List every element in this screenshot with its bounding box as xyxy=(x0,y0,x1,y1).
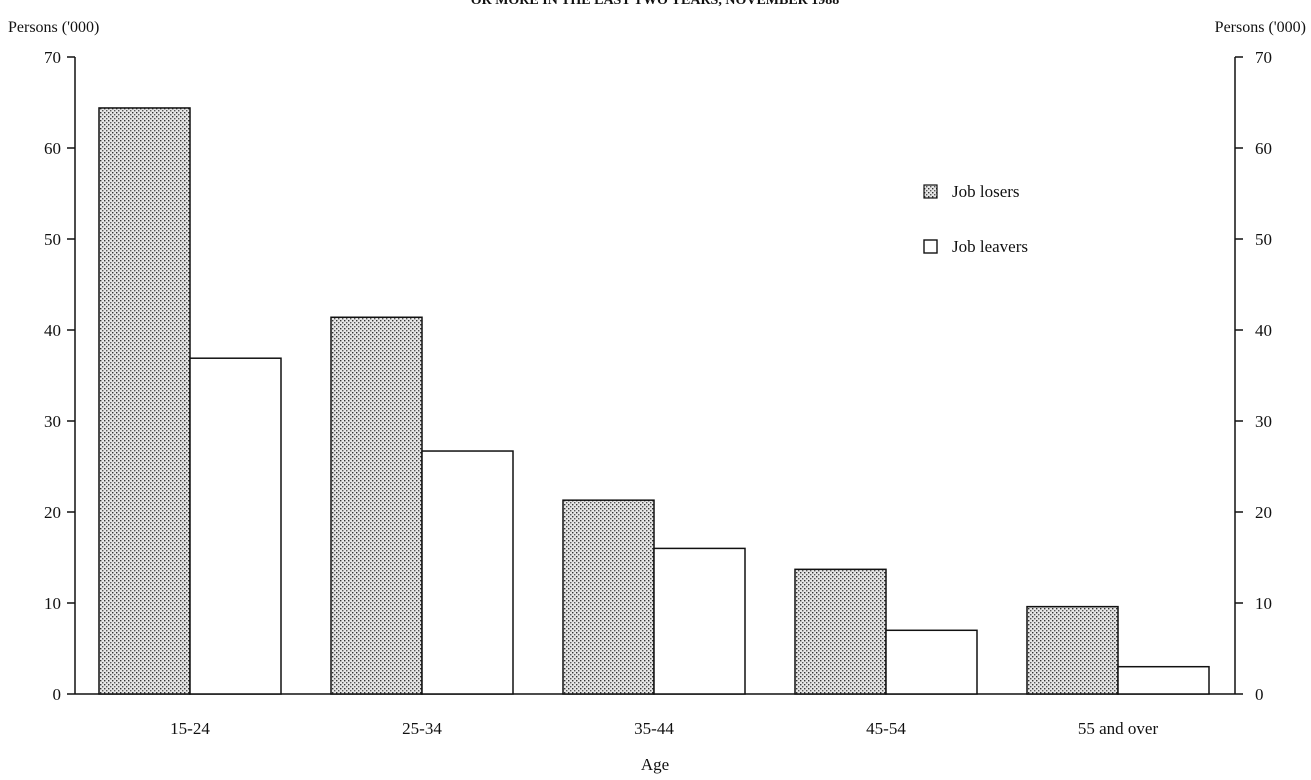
bar-group xyxy=(98,107,1210,695)
category-label: 55 and over xyxy=(1078,719,1159,738)
right-tick-label: 50 xyxy=(1255,230,1272,249)
y-axis-label-right: Persons ('000) xyxy=(1215,19,1306,36)
x-axis-label: Age xyxy=(641,755,669,774)
legend: Job losers Job leavers xyxy=(923,182,1028,256)
bar-job-leavers xyxy=(653,547,746,695)
right-tick-label: 30 xyxy=(1255,412,1272,431)
y-axis-label-left: Persons ('000) xyxy=(8,19,99,36)
category-label: 45-54 xyxy=(866,719,906,738)
bar-job-losers xyxy=(98,107,191,695)
legend-label-job-leavers: Job leavers xyxy=(952,237,1028,256)
legend-swatch-job-losers xyxy=(923,184,938,199)
bar-job-losers xyxy=(562,499,655,695)
category-label: 25-34 xyxy=(402,719,442,738)
right-tick-label: 0 xyxy=(1255,685,1264,704)
legend-swatch-job-leavers xyxy=(923,239,938,254)
right-tick-label: 70 xyxy=(1255,48,1272,67)
right-tick-label: 20 xyxy=(1255,503,1272,522)
bar-job-losers xyxy=(330,316,423,695)
left-tick-label: 60 xyxy=(44,139,61,158)
tick-group: 0 0 10 10 20 20 30 30 40 40 50 50 60 60 70 70 xyxy=(44,48,1272,704)
left-tick-label: 40 xyxy=(44,321,61,340)
bar-job-leavers xyxy=(1117,665,1210,695)
left-tick-label: 70 xyxy=(44,48,61,67)
left-tick-label: 50 xyxy=(44,230,61,249)
right-tick-label: 10 xyxy=(1255,594,1272,613)
legend-label-job-losers: Job losers xyxy=(952,182,1020,201)
category-label: 15-24 xyxy=(170,719,210,738)
left-tick-label: 10 xyxy=(44,594,61,613)
right-tick-label: 40 xyxy=(1255,321,1272,340)
category-label: 35-44 xyxy=(634,719,674,738)
left-tick-label: 20 xyxy=(44,503,61,522)
chart-title: OR MORE IN THE LAST TWO YEARS, NOVEMBER … xyxy=(471,0,840,8)
left-tick-label: 30 xyxy=(44,412,61,431)
bar-job-leavers xyxy=(885,629,978,695)
right-tick-label: 60 xyxy=(1255,139,1272,158)
category-label-group: 15-24 25-34 35-44 45-54 55 and over xyxy=(170,719,1158,738)
bar-job-leavers xyxy=(421,450,514,695)
bar-job-losers xyxy=(1026,605,1119,695)
bar-job-losers xyxy=(794,568,887,695)
bar-job-leavers xyxy=(189,357,282,695)
left-tick-label: 0 xyxy=(53,685,62,704)
